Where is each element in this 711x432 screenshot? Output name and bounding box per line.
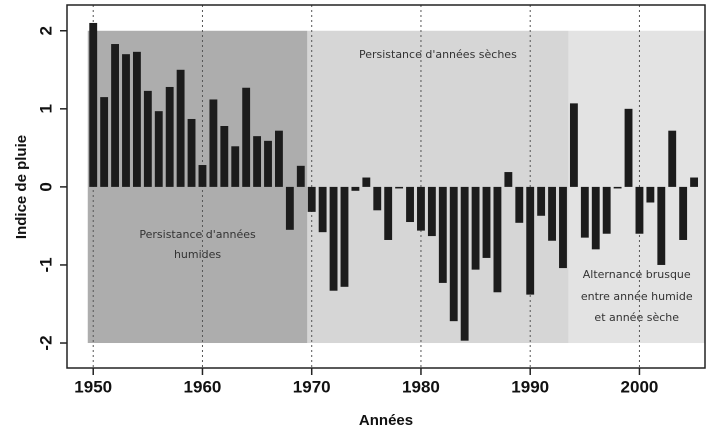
bar <box>438 186 447 283</box>
bar <box>362 177 371 187</box>
bar <box>537 186 546 216</box>
period-label: entre année humide <box>581 290 693 303</box>
bar <box>460 186 469 341</box>
x-axis-title: Années <box>359 412 413 429</box>
plot-frame <box>66 4 706 369</box>
bar <box>100 97 109 187</box>
bar <box>493 186 502 293</box>
bar <box>406 186 414 223</box>
period-band <box>87 30 308 344</box>
bar <box>143 90 152 187</box>
bar <box>111 44 120 187</box>
bar <box>285 186 294 230</box>
bar <box>569 103 578 187</box>
bar <box>395 186 404 189</box>
x-tick-label: 1980 <box>402 377 440 396</box>
bar <box>384 186 393 240</box>
bar <box>427 186 436 237</box>
y-tick-label: 0 <box>36 182 55 191</box>
bar <box>417 186 425 231</box>
bar <box>242 87 251 187</box>
period-label: humides <box>174 248 221 261</box>
bar <box>187 118 196 187</box>
y-tick-label: -2 <box>36 335 55 350</box>
bar <box>231 146 240 187</box>
bar <box>209 99 218 187</box>
bar <box>132 51 141 187</box>
bar <box>165 86 174 187</box>
bar <box>504 172 513 187</box>
bar <box>307 186 316 212</box>
bar <box>253 136 262 187</box>
bar <box>668 130 677 187</box>
bar <box>624 108 633 187</box>
bar <box>122 54 130 187</box>
bar <box>275 130 283 187</box>
x-tick-label: 1960 <box>184 377 222 396</box>
period-band <box>307 30 569 344</box>
bar <box>548 186 556 241</box>
x-tick-label: 2000 <box>621 377 659 396</box>
period-label: Alternance brusque <box>583 268 691 281</box>
bar <box>351 186 360 191</box>
bar <box>526 186 535 295</box>
y-tick-label: -1 <box>36 257 55 272</box>
bar <box>296 165 305 187</box>
y-tick-label: 1 <box>36 104 55 113</box>
bar <box>580 186 589 238</box>
bar <box>471 186 480 270</box>
bar <box>591 186 600 250</box>
y-tick-label: 2 <box>36 26 55 35</box>
period-label: et année sèche <box>594 311 679 324</box>
bar <box>340 186 349 287</box>
bar <box>646 186 655 203</box>
bar <box>198 165 207 187</box>
bar <box>373 186 382 211</box>
bar <box>318 186 327 233</box>
bar <box>264 140 272 187</box>
bar <box>176 69 185 187</box>
bar <box>329 186 338 291</box>
bar <box>515 186 524 223</box>
bar <box>154 111 163 187</box>
period-label: Persistance d'années sèches <box>359 48 517 61</box>
y-axis-title: Indice de pluie <box>13 135 30 239</box>
bar <box>657 186 666 265</box>
x-tick-label: 1970 <box>293 377 331 396</box>
x-tick-label: 1990 <box>511 377 549 396</box>
bar <box>482 186 491 258</box>
bar <box>220 126 229 187</box>
bar <box>635 186 644 234</box>
bar <box>679 186 688 240</box>
x-tick-label: 1950 <box>74 377 112 396</box>
bar <box>690 177 699 187</box>
bar <box>449 186 458 322</box>
bar <box>613 186 622 189</box>
bar <box>602 186 611 234</box>
period-label: Persistance d'années <box>139 228 256 241</box>
bar <box>559 186 567 269</box>
bar <box>89 22 98 187</box>
